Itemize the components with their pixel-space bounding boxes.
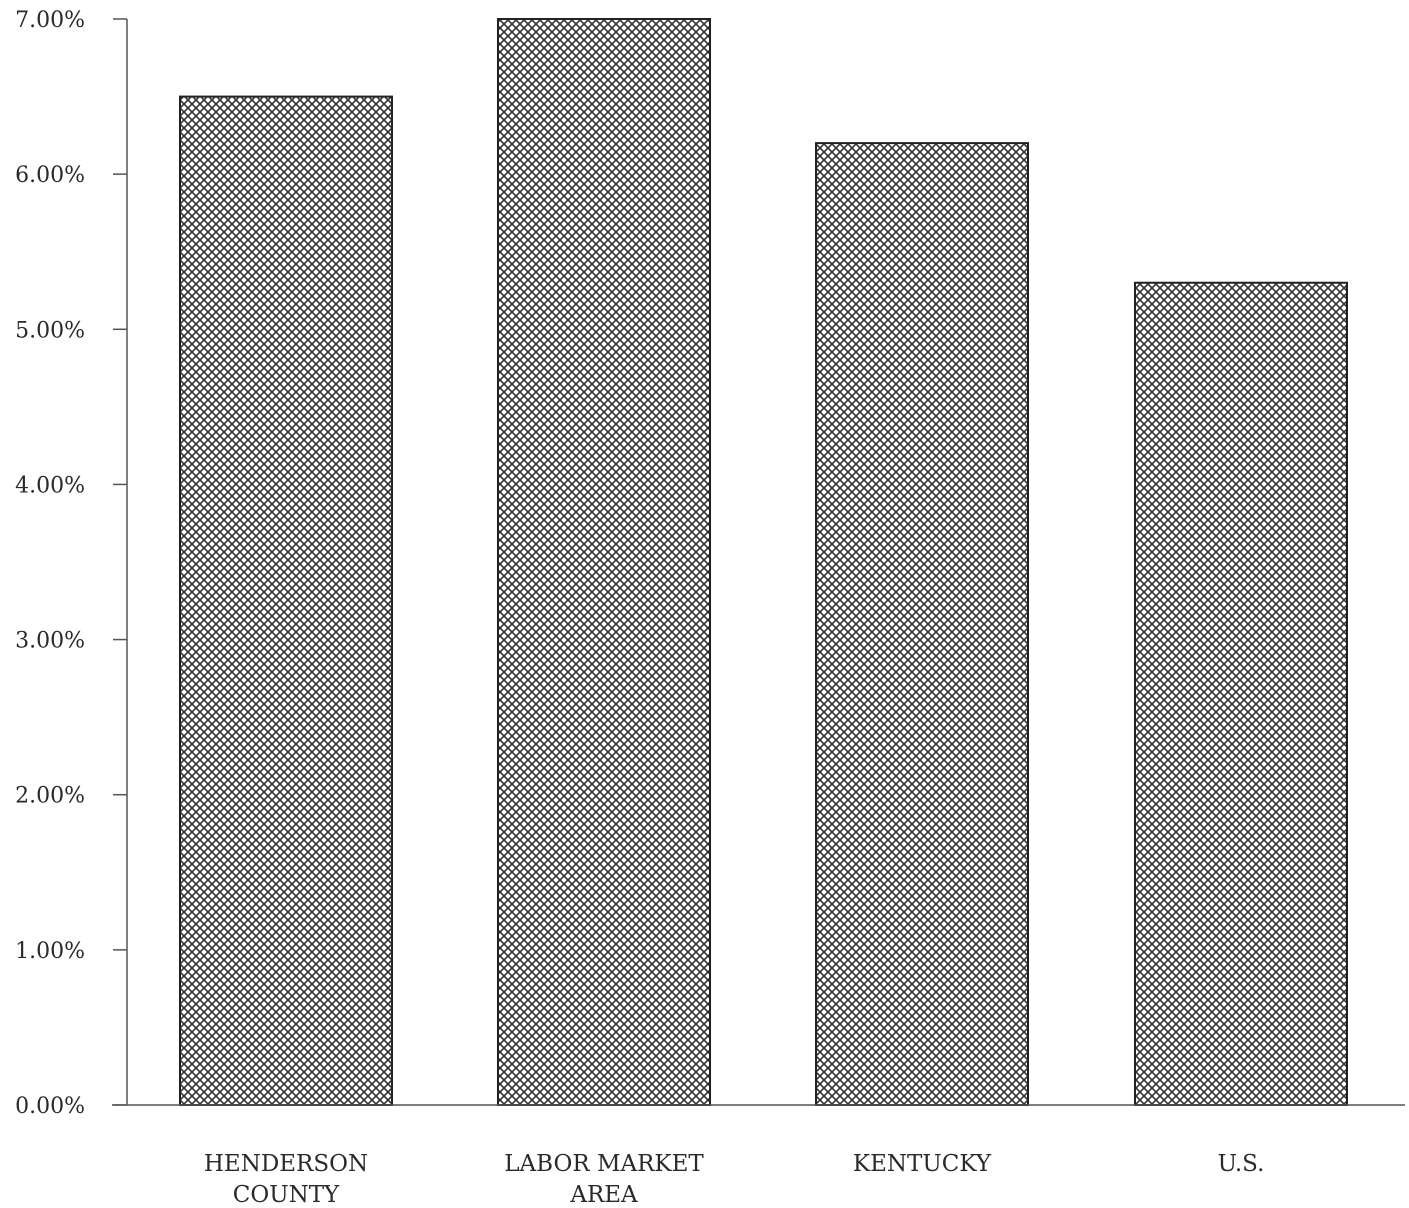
y-axis: 0.00% 1.00% 2.00% 3.00% 4.00% 5.00% 6.00% 7.00% <box>15 8 128 1119</box>
y-tick-label: 2.00% <box>15 784 85 809</box>
x-category-label-line: KENTUCKY <box>853 1151 992 1177</box>
y-tick-label: 1.00% <box>15 939 85 964</box>
bar <box>815 142 1029 1107</box>
x-category-label-line: AREA <box>569 1182 638 1208</box>
x-axis: HENDERSON COUNTY LABOR MARKET AREA KENTUCKY U… <box>112 1104 1405 1208</box>
y-tick-label: 7.00% <box>15 8 85 33</box>
x-category-label-line: COUNTY <box>233 1182 340 1208</box>
x-category-label: LABOR MARKET AREA <box>504 1151 704 1208</box>
bars <box>179 18 1348 1107</box>
y-tick-label: 4.00% <box>15 473 85 498</box>
bar <box>1134 281 1348 1106</box>
x-category-label: U.S. <box>1218 1151 1265 1177</box>
bar <box>179 95 393 1107</box>
y-tick-label: 6.00% <box>15 163 85 188</box>
x-category-label-line: LABOR MARKET <box>504 1151 704 1177</box>
x-category-label: KENTUCKY <box>853 1151 992 1177</box>
y-tick-label: 0.00% <box>15 1094 85 1119</box>
x-category-label-line: U.S. <box>1218 1151 1265 1177</box>
y-tick-label: 5.00% <box>15 318 85 343</box>
x-category-label-line: HENDERSON <box>204 1151 368 1177</box>
y-tick-label: 3.00% <box>15 629 85 654</box>
x-category-label: HENDERSON COUNTY <box>204 1151 368 1208</box>
bar <box>497 18 711 1106</box>
